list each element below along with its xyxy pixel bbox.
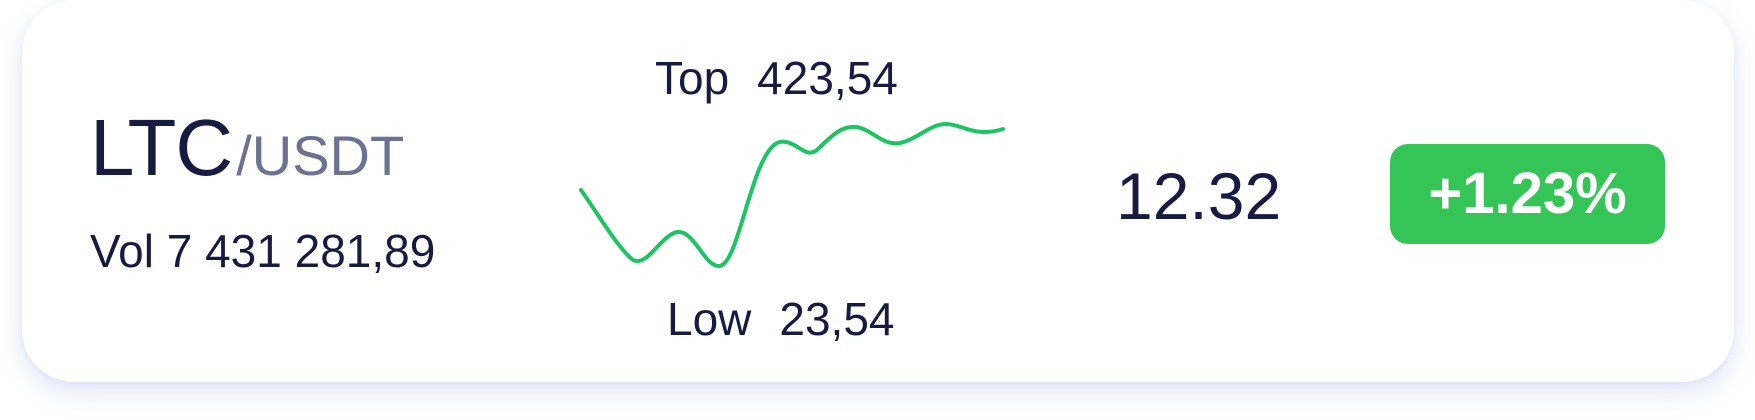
top-label: Top xyxy=(655,52,729,104)
trading-pair: LTC/USDT xyxy=(90,108,404,188)
volume-text: Vol 7 431 281,89 xyxy=(90,228,435,274)
top-price: Top 423,54 xyxy=(655,55,898,101)
quote-currency: /USDT xyxy=(236,124,404,187)
low-value: 23,54 xyxy=(779,293,894,345)
low-label: Low xyxy=(667,293,751,345)
price-change-badge[interactable]: +1.23% xyxy=(1390,144,1665,244)
base-currency: LTC xyxy=(90,103,232,192)
current-price: 12.32 xyxy=(1116,163,1281,229)
top-value: 423,54 xyxy=(757,52,898,104)
low-price: Low 23,54 xyxy=(667,296,895,342)
